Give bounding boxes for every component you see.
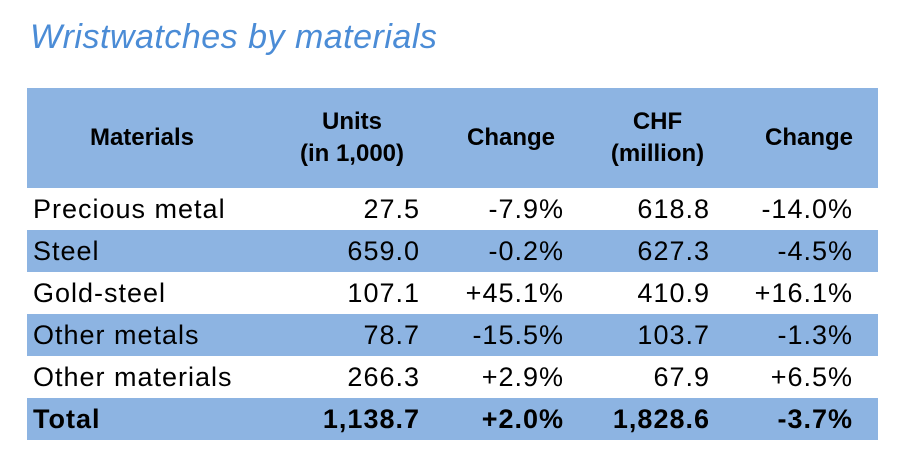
header-units-change: Change xyxy=(447,88,575,188)
chf-cell: 103.7 xyxy=(637,319,710,350)
units-cell: 659.0 xyxy=(347,235,420,266)
table-row-precious-metal: Precious metal 27.5 -7.9% 618.8 -14.0% xyxy=(27,188,878,230)
page-title: Wristwatches by materials xyxy=(30,18,438,56)
units-cell: 266.3 xyxy=(347,361,420,392)
material-cell: Steel xyxy=(33,235,100,266)
material-cell: Other materials xyxy=(33,361,233,392)
units-change-cell: -0.2% xyxy=(488,235,564,266)
chf-change-cell: -1.3% xyxy=(777,319,853,350)
table-header: Materials Units (in 1,000) Change CHF (m… xyxy=(27,88,878,188)
chf-change-cell: -14.0% xyxy=(761,193,853,224)
chf-change-cell: +6.5% xyxy=(770,361,853,392)
units-change-cell: +45.1% xyxy=(465,277,564,308)
table-row-other-metals: Other metals 78.7 -15.5% 103.7 -1.3% xyxy=(27,314,878,356)
units-change-cell: +2.0% xyxy=(481,403,564,434)
header-materials: Materials xyxy=(27,88,257,188)
materials-table: Materials Units (in 1,000) Change CHF (m… xyxy=(27,88,878,440)
table-row-steel: Steel 659.0 -0.2% 627.3 -4.5% xyxy=(27,230,878,272)
units-change-cell: +2.9% xyxy=(481,361,564,392)
header-units: Units (in 1,000) xyxy=(257,88,447,188)
table-row-total: Total 1,138.7 +2.0% 1,828.6 -3.7% xyxy=(27,398,878,440)
units-cell: 27.5 xyxy=(363,193,420,224)
material-cell: Gold-steel xyxy=(33,277,167,308)
units-cell: 1,138.7 xyxy=(322,403,420,434)
material-cell: Precious metal xyxy=(33,193,226,224)
units-change-cell: -7.9% xyxy=(488,193,564,224)
chf-cell: 618.8 xyxy=(637,193,710,224)
chf-cell: 410.9 xyxy=(637,277,710,308)
chf-cell: 627.3 xyxy=(637,235,710,266)
units-change-cell: -15.5% xyxy=(472,319,564,350)
chf-change-cell: +16.1% xyxy=(754,277,853,308)
material-cell: Other metals xyxy=(33,319,200,350)
table-row-other-materials: Other materials 266.3 +2.9% 67.9 +6.5% xyxy=(27,356,878,398)
chf-cell: 1,828.6 xyxy=(612,403,710,434)
chf-change-cell: -4.5% xyxy=(777,235,853,266)
chf-cell: 67.9 xyxy=(653,361,710,392)
table-body: Precious metal 27.5 -7.9% 618.8 -14.0% S… xyxy=(27,188,878,440)
table-header-row: Materials Units (in 1,000) Change CHF (m… xyxy=(27,88,878,188)
units-cell: 107.1 xyxy=(347,277,420,308)
table-row-gold-steel: Gold-steel 107.1 +45.1% 410.9 +16.1% xyxy=(27,272,878,314)
units-cell: 78.7 xyxy=(363,319,420,350)
chf-change-cell: -3.7% xyxy=(777,403,853,434)
material-cell: Total xyxy=(33,403,101,434)
header-chf: CHF (million) xyxy=(575,88,740,188)
header-chf-change: Change xyxy=(740,88,878,188)
